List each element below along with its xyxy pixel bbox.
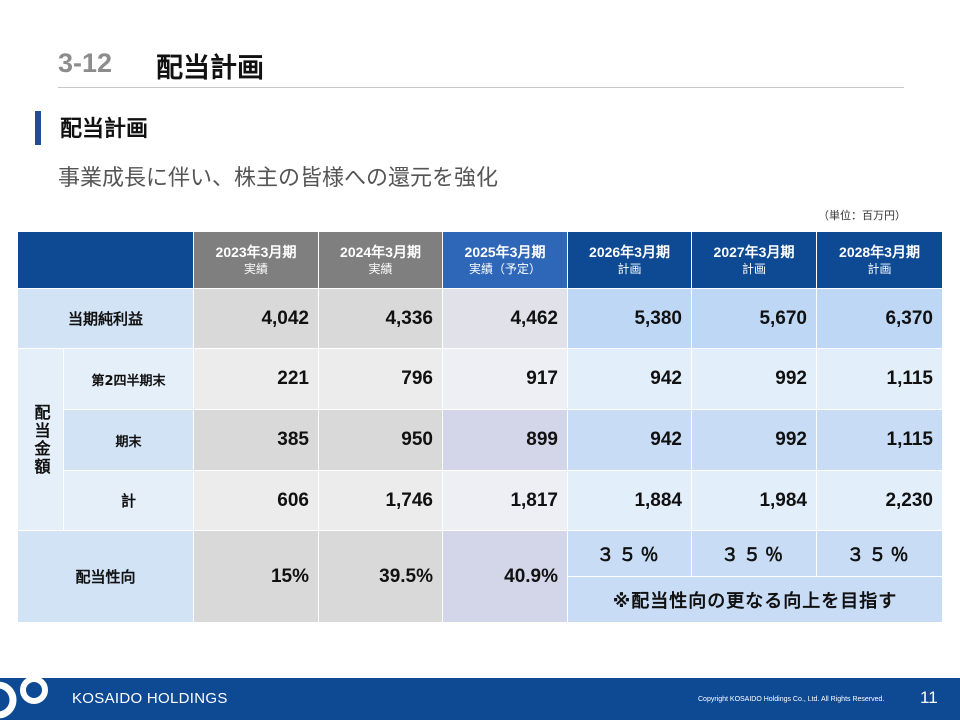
- interim-2024: 796: [319, 349, 443, 410]
- column-header-2028: 2028年3月期 計画: [817, 232, 942, 289]
- column-header-2025: 2025年3月期 実績（予定）: [443, 232, 568, 289]
- payout-2027: ３５％: [692, 531, 817, 577]
- kosaido-logo-icon: [0, 678, 48, 719]
- dividend-amount-group-label: 配当金額: [18, 349, 64, 531]
- net-income-2028: 6,370: [817, 289, 942, 349]
- interim-2025: 917: [443, 349, 568, 410]
- payout-2025: 40.9%: [443, 531, 568, 622]
- column-header-2027: 2027年3月期 計画: [692, 232, 817, 289]
- footer-brand: KOSAIDO HOLDINGS: [72, 690, 228, 707]
- column-header-kind: 実績: [243, 262, 268, 276]
- column-header-kind: 計画: [867, 262, 892, 276]
- year-end-2027: 992: [692, 410, 817, 471]
- row-label-total: 計: [64, 471, 194, 531]
- column-header-year: 2025年3月期: [464, 244, 546, 260]
- section-number: 3-12: [58, 48, 113, 78]
- column-header-year: 2024年3月期: [340, 244, 421, 260]
- lead-text: 事業成長に伴い、株主の皆様への還元を強化: [58, 166, 499, 191]
- year-end-2025: 899: [443, 410, 568, 471]
- footer-bar: [0, 678, 960, 720]
- column-header-2023: 2023年3月期 実績: [194, 232, 319, 289]
- interim-2027: 992: [692, 349, 817, 410]
- title-divider: [58, 87, 904, 88]
- year-end-2026: 942: [568, 410, 692, 471]
- payout-target-note: ※配当性向の更なる向上を目指す: [568, 577, 942, 622]
- total-2028: 2,230: [817, 471, 942, 531]
- payout-2023: 15%: [194, 531, 319, 622]
- row-label-payout-ratio: 配当性向: [18, 531, 194, 622]
- column-header-year: 2026年3月期: [589, 244, 670, 260]
- column-header-kind: 実績（予定）: [468, 262, 541, 276]
- dividend-table: 2023年3月期 実績 2024年3月期 実績 2025年3月期 実績（予定） …: [18, 232, 942, 622]
- year-end-2028: 1,115: [817, 410, 942, 471]
- total-2027: 1,984: [692, 471, 817, 531]
- total-2023: 606: [194, 471, 319, 531]
- column-header-kind: 実績: [368, 262, 393, 276]
- interim-2028: 1,115: [817, 349, 942, 410]
- column-header-2024: 2024年3月期 実績: [319, 232, 443, 289]
- column-header-year: 2023年3月期: [215, 244, 297, 260]
- row-label-net-income: 当期純利益: [18, 289, 194, 349]
- column-header-kind: 計画: [617, 262, 642, 276]
- net-income-2027: 5,670: [692, 289, 817, 349]
- net-income-2025: 4,462: [443, 289, 568, 349]
- footer-copyright: Copyright KOSAIDO Holdings Co., Ltd. All…: [698, 696, 885, 703]
- row-label-interim: 第2四半期末: [64, 349, 194, 410]
- column-header-year: 2028年3月期: [839, 244, 920, 260]
- total-2024: 1,746: [319, 471, 443, 531]
- row-label-year-end: 期末: [64, 410, 194, 471]
- payout-2028: ３５％: [817, 531, 942, 577]
- total-2025: 1,817: [443, 471, 568, 531]
- year-end-2023: 385: [194, 410, 319, 471]
- net-income-2023: 4,042: [194, 289, 319, 349]
- unit-note: （単位：百万円）: [818, 209, 906, 222]
- net-income-2024: 4,336: [319, 289, 443, 349]
- page-number: 11: [920, 688, 938, 707]
- column-header-kind: 計画: [741, 262, 766, 276]
- subheading: 配当計画: [60, 117, 149, 142]
- interim-2026: 942: [568, 349, 692, 410]
- net-income-2026: 5,380: [568, 289, 692, 349]
- year-end-2024: 950: [319, 410, 443, 471]
- total-2026: 1,884: [568, 471, 692, 531]
- table-corner-header: [18, 232, 194, 289]
- column-header-2026: 2026年3月期 計画: [568, 232, 692, 289]
- payout-2024: 39.5%: [319, 531, 443, 622]
- column-header-year: 2027年3月期: [713, 244, 795, 260]
- subheading-accent-bar: [35, 111, 41, 145]
- payout-2026: ３５％: [568, 531, 692, 577]
- interim-2023: 221: [194, 349, 319, 410]
- page-title: 配当計画: [156, 53, 264, 84]
